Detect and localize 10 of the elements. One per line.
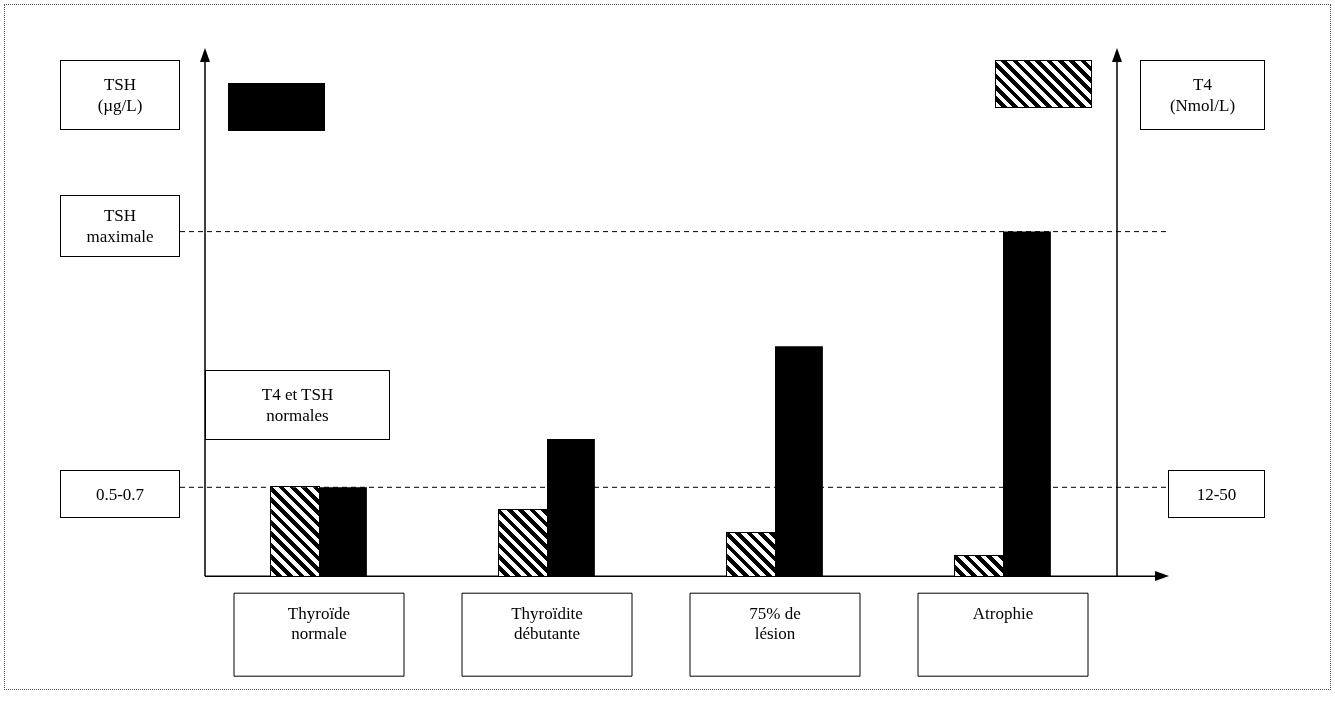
annotation: T4 et TSH normales (205, 370, 390, 440)
x-tick-label: Atrophie (972, 603, 1034, 623)
text: T4 (Nmol/L) (1140, 60, 1265, 130)
x-tick-label: 75% de lésion (749, 603, 801, 644)
text: 12-50 (1168, 470, 1265, 518)
x-tick-label: Thyroïdite débutante (511, 603, 583, 644)
text: TSH (µg/L) (60, 60, 180, 130)
text: TSH maximale (60, 195, 180, 257)
text: 0.5-0.7 (60, 470, 180, 518)
x-tick-label: Thyroïde normale (287, 603, 351, 644)
